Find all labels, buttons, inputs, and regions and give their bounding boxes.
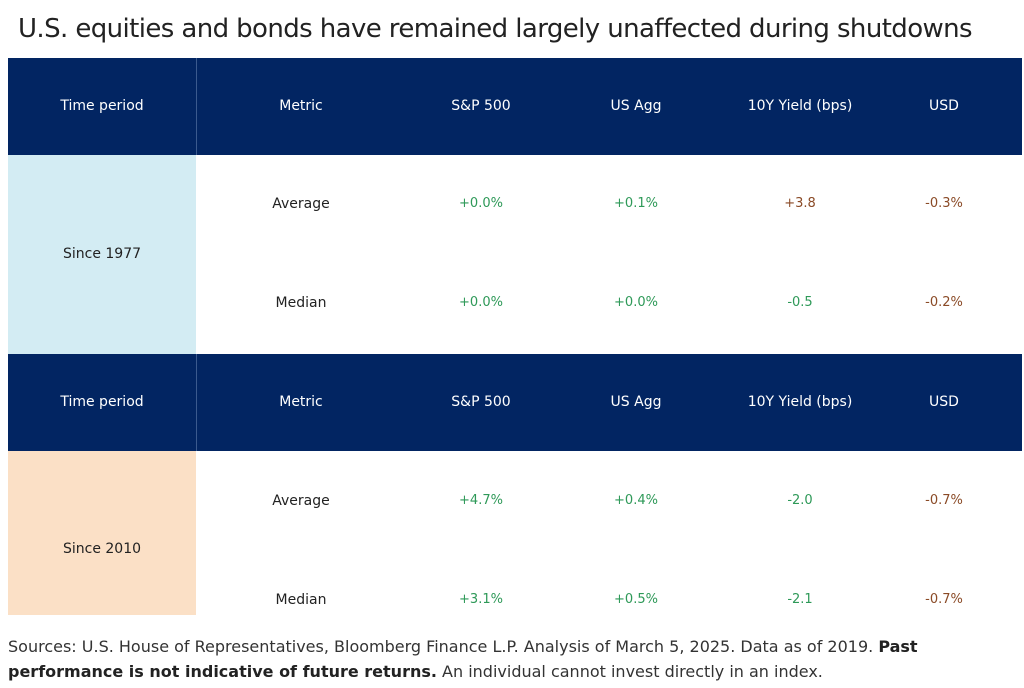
table-cell-us-agg: +0.5% [614,592,658,607]
header-10y-yield: 10Y Yield (bps) [747,394,853,410]
header-metric: Metric [279,98,323,114]
table-cell-us-agg: +0.1% [614,196,658,211]
header-us-agg: US Agg [610,394,662,410]
table-cell-10y-yield: -0.5 [787,295,813,310]
table-header-row: Time period Metric S&P 500 US Agg 10Y Yi… [8,58,1022,155]
returns-table: Time period Metric S&P 500 US Agg 10Y Yi… [8,58,1022,615]
header-divider [196,354,197,451]
header-usd: USD [929,98,959,114]
source-disclaimer: Past performance is not indicative of fu… [8,637,918,681]
source-tail: An individual cannot invest directly in … [436,662,823,681]
header-sp500: S&P 500 [451,98,511,114]
table-cell-us-agg: +0.4% [614,493,658,508]
header-time-period: Time period [60,394,144,410]
table-cell-us-agg: +0.0% [614,295,658,310]
metric-label: Average [272,493,330,509]
table-cell-usd: -0.3% [925,196,963,211]
header-divider [196,58,197,155]
source-text: Sources: U.S. House of Representatives, … [8,637,879,656]
table-cell-usd: -0.2% [925,295,963,310]
header-time-period: Time period [60,98,144,114]
table-header-row: Time period Metric S&P 500 US Agg 10Y Yi… [8,354,1022,451]
metric-label: Average [272,196,330,212]
header-metric: Metric [279,394,323,410]
table-cell-sp500: +0.0% [459,196,503,211]
metric-label: Median [275,592,327,608]
source-note: Sources: U.S. House of Representatives, … [8,634,1018,684]
table-cell-sp500: +4.7% [459,493,503,508]
table-cell-sp500: +3.1% [459,592,503,607]
table-cell-usd: -0.7% [925,493,963,508]
chart-title: U.S. equities and bonds have remained la… [18,14,973,44]
period-since-2010: Since 2010 [8,451,196,615]
metric-label: Median [275,295,327,311]
table-cell-10y-yield: -2.1 [787,592,813,607]
header-us-agg: US Agg [610,98,662,114]
header-sp500: S&P 500 [451,394,511,410]
period-since-1977: Since 1977 [8,155,196,354]
header-10y-yield: 10Y Yield (bps) [747,98,853,114]
table-cell-usd: -0.7% [925,592,963,607]
table-cell-sp500: +0.0% [459,295,503,310]
table-cell-10y-yield: +3.8 [784,196,816,211]
table-cell-10y-yield: -2.0 [787,493,813,508]
header-usd: USD [929,394,959,410]
